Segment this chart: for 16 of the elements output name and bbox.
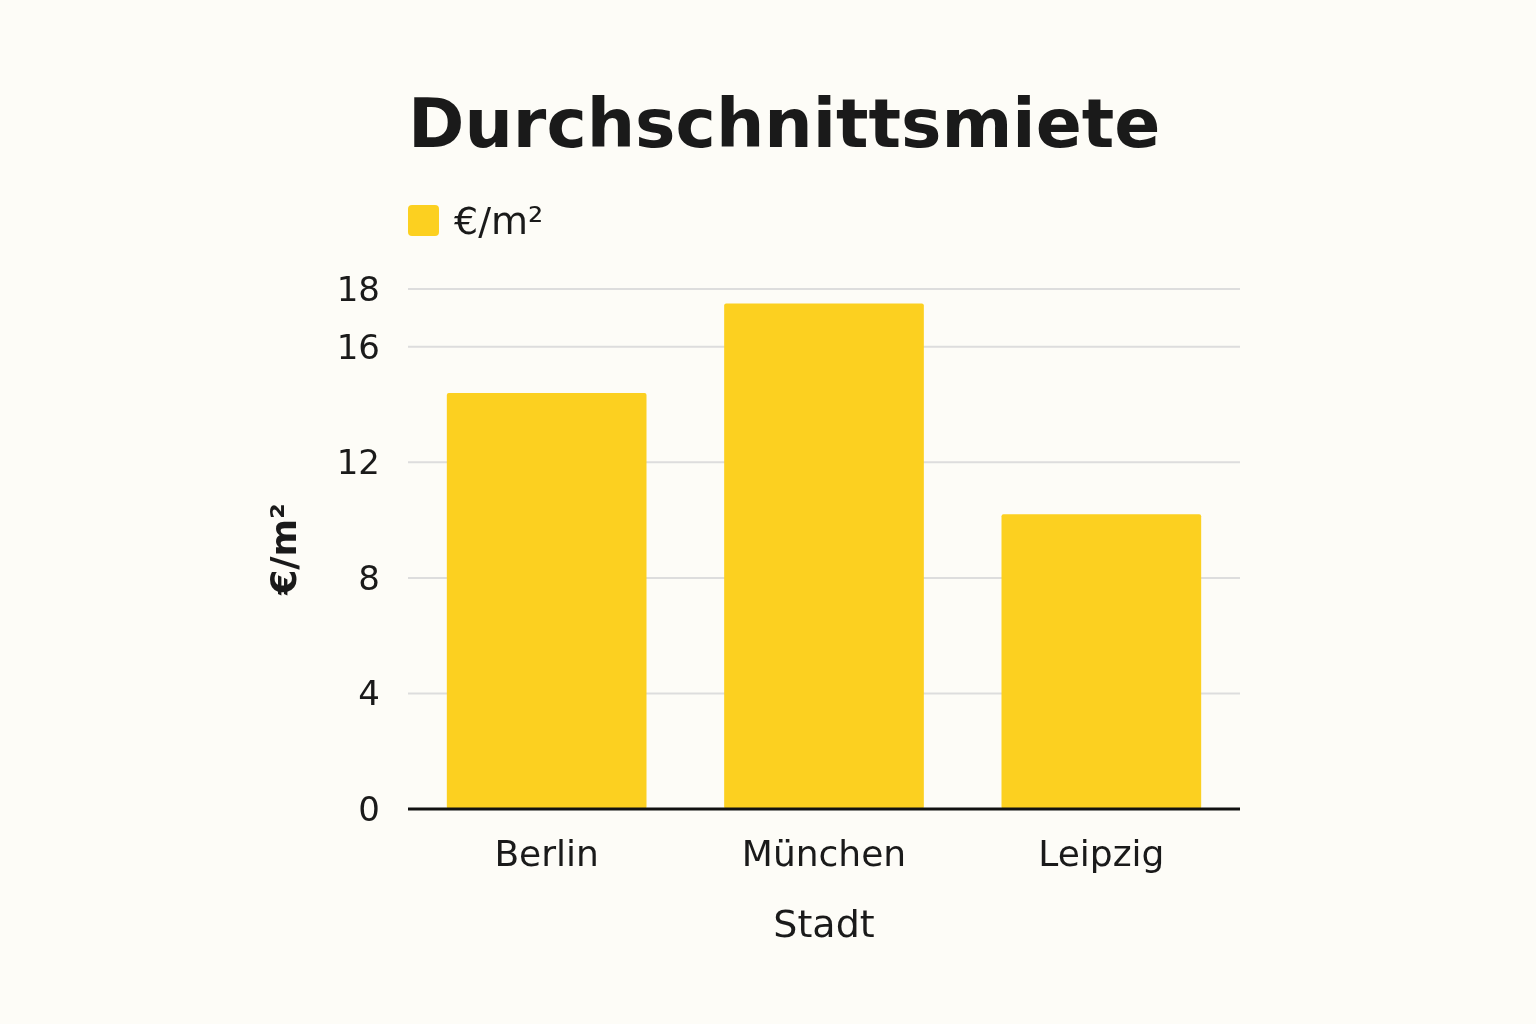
- y-tick-label: 0: [358, 788, 380, 829]
- x-tick-label: Berlin: [494, 833, 599, 874]
- y-tick-label: 18: [336, 268, 380, 309]
- x-tick-label: München: [741, 833, 907, 874]
- bar: [1001, 514, 1202, 809]
- y-tick-label: 8: [358, 557, 380, 598]
- x-axis-title: Stadt: [773, 902, 875, 946]
- y-tick-label: 4: [358, 673, 380, 714]
- legend-label: €/m²: [454, 199, 544, 243]
- y-tick-label: 16: [336, 326, 380, 367]
- x-tick-label: Leipzig: [1038, 833, 1165, 874]
- y-tick-label: 12: [336, 442, 380, 483]
- bar: [724, 303, 924, 809]
- chart-title: Durchschnittsmiete: [408, 84, 1161, 163]
- y-axis-title: €/m²: [263, 503, 304, 596]
- bar: [446, 393, 647, 809]
